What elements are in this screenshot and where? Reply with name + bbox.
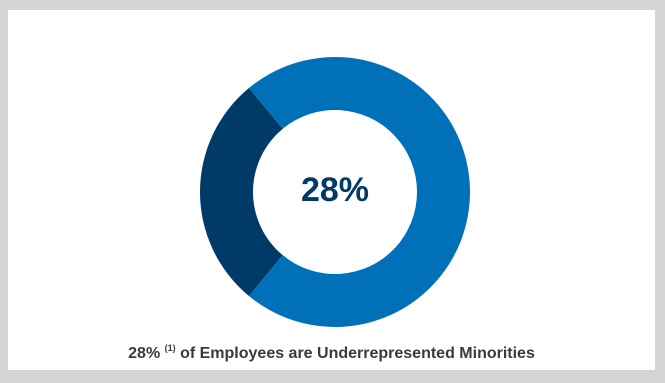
donut-center-label: 28% [301, 171, 369, 209]
donut-slice-other [248, 57, 470, 328]
donut-slice-underrepresented [200, 87, 283, 297]
chart-caption: 28% (1) of Employees are Underrepresente… [8, 343, 655, 363]
caption-value: 28% [128, 345, 161, 362]
chart-card: 28% 28% (1) of Employees are Underrepres… [8, 10, 655, 370]
caption-footnote: (1) [164, 343, 176, 353]
donut-slices [200, 57, 470, 328]
caption-text: of Employees are Underrepresented Minori… [180, 345, 535, 362]
donut-chart: 28% [200, 57, 470, 328]
